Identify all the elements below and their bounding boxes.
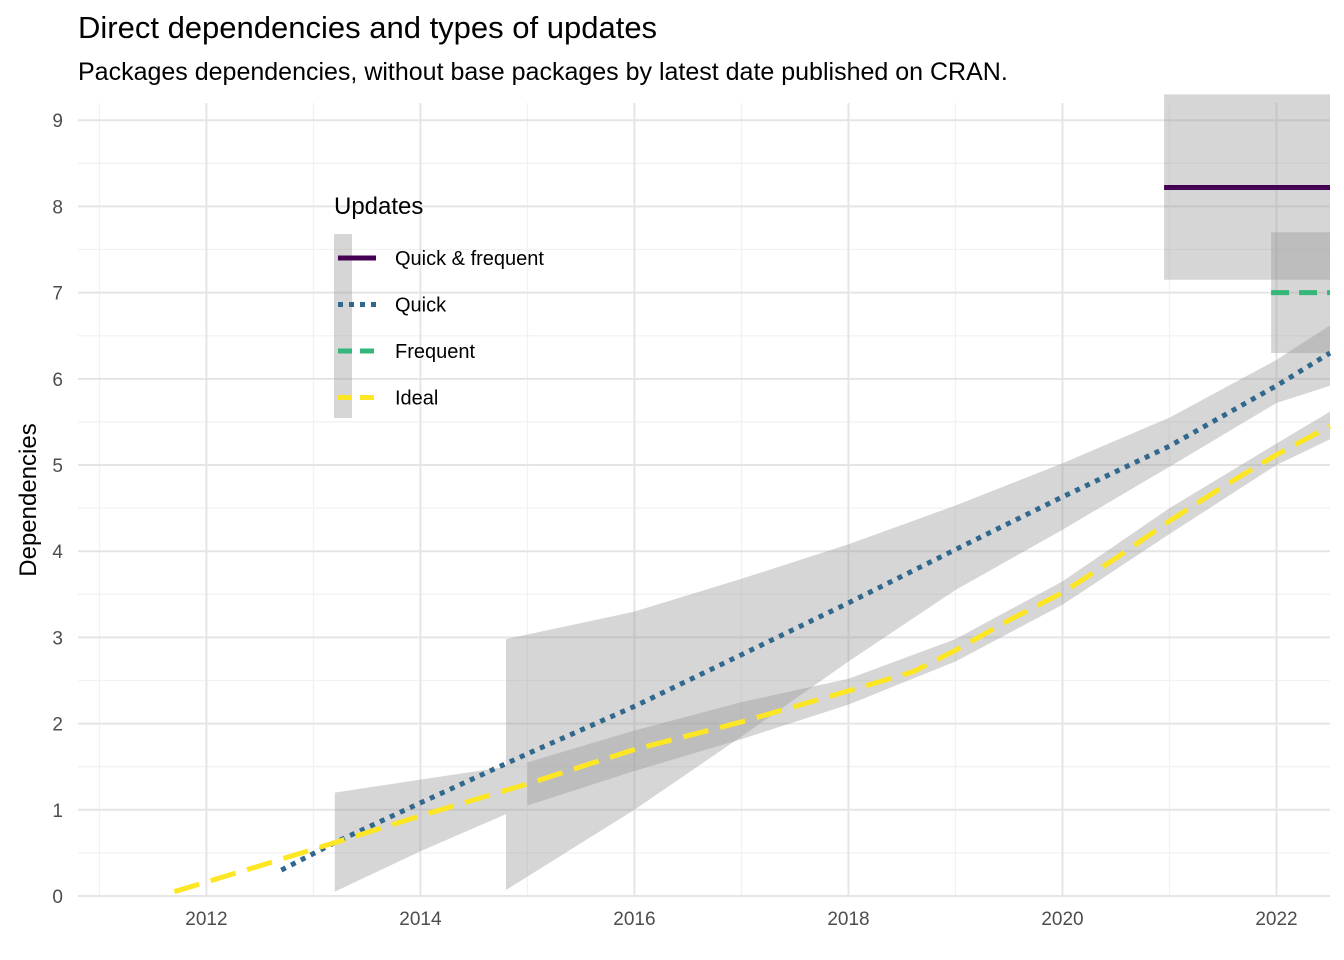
grid-lines <box>78 103 1330 897</box>
y-tick-label: 0 <box>52 887 63 908</box>
legend-title: Updates <box>334 193 423 220</box>
y-tick-label: 8 <box>52 197 63 218</box>
legend-label: Quick <box>395 295 447 317</box>
x-tick-label: 2018 <box>827 909 869 930</box>
x-tick-label: 2016 <box>613 909 655 930</box>
x-tick-label: 2014 <box>399 909 442 930</box>
y-axis-label: Dependencies <box>15 423 42 576</box>
y-tick-label: 6 <box>52 370 63 391</box>
chart-subtitle: Packages dependencies, without base pack… <box>78 58 1008 86</box>
ribbon-quick <box>334 325 1330 892</box>
y-tick-label: 7 <box>52 284 63 305</box>
x-axis-ticks: 2012 2014 2016 2018 2020 2022 <box>185 909 1297 930</box>
x-tick-label: 2020 <box>1041 909 1083 930</box>
y-tick-label: 9 <box>52 111 63 132</box>
confidence-ribbons <box>334 94 1330 892</box>
series-line-ideal <box>173 423 1332 895</box>
legend-label: Frequent <box>395 341 475 363</box>
legend-label: Quick & frequent <box>395 248 544 270</box>
series-line-quick <box>280 350 1332 873</box>
y-tick-label: 4 <box>52 542 63 563</box>
legend-key-background <box>334 234 352 418</box>
series-lines <box>173 185 1332 895</box>
x-tick-label: 2012 <box>185 909 227 930</box>
chart-title: Direct dependencies and types of updates <box>78 10 658 45</box>
y-tick-label: 2 <box>52 715 63 736</box>
y-tick-label: 3 <box>52 628 63 649</box>
y-tick-label: 1 <box>52 801 63 822</box>
x-tick-label: 2022 <box>1255 909 1297 930</box>
legend-label: Ideal <box>395 388 438 410</box>
ribbon-ideal <box>527 411 1330 806</box>
y-axis-ticks: 0 1 2 3 4 5 6 7 8 9 <box>52 111 63 908</box>
legend: Updates Quick & frequent Quick Frequent Idea… <box>334 193 544 418</box>
y-tick-label: 5 <box>52 456 63 477</box>
